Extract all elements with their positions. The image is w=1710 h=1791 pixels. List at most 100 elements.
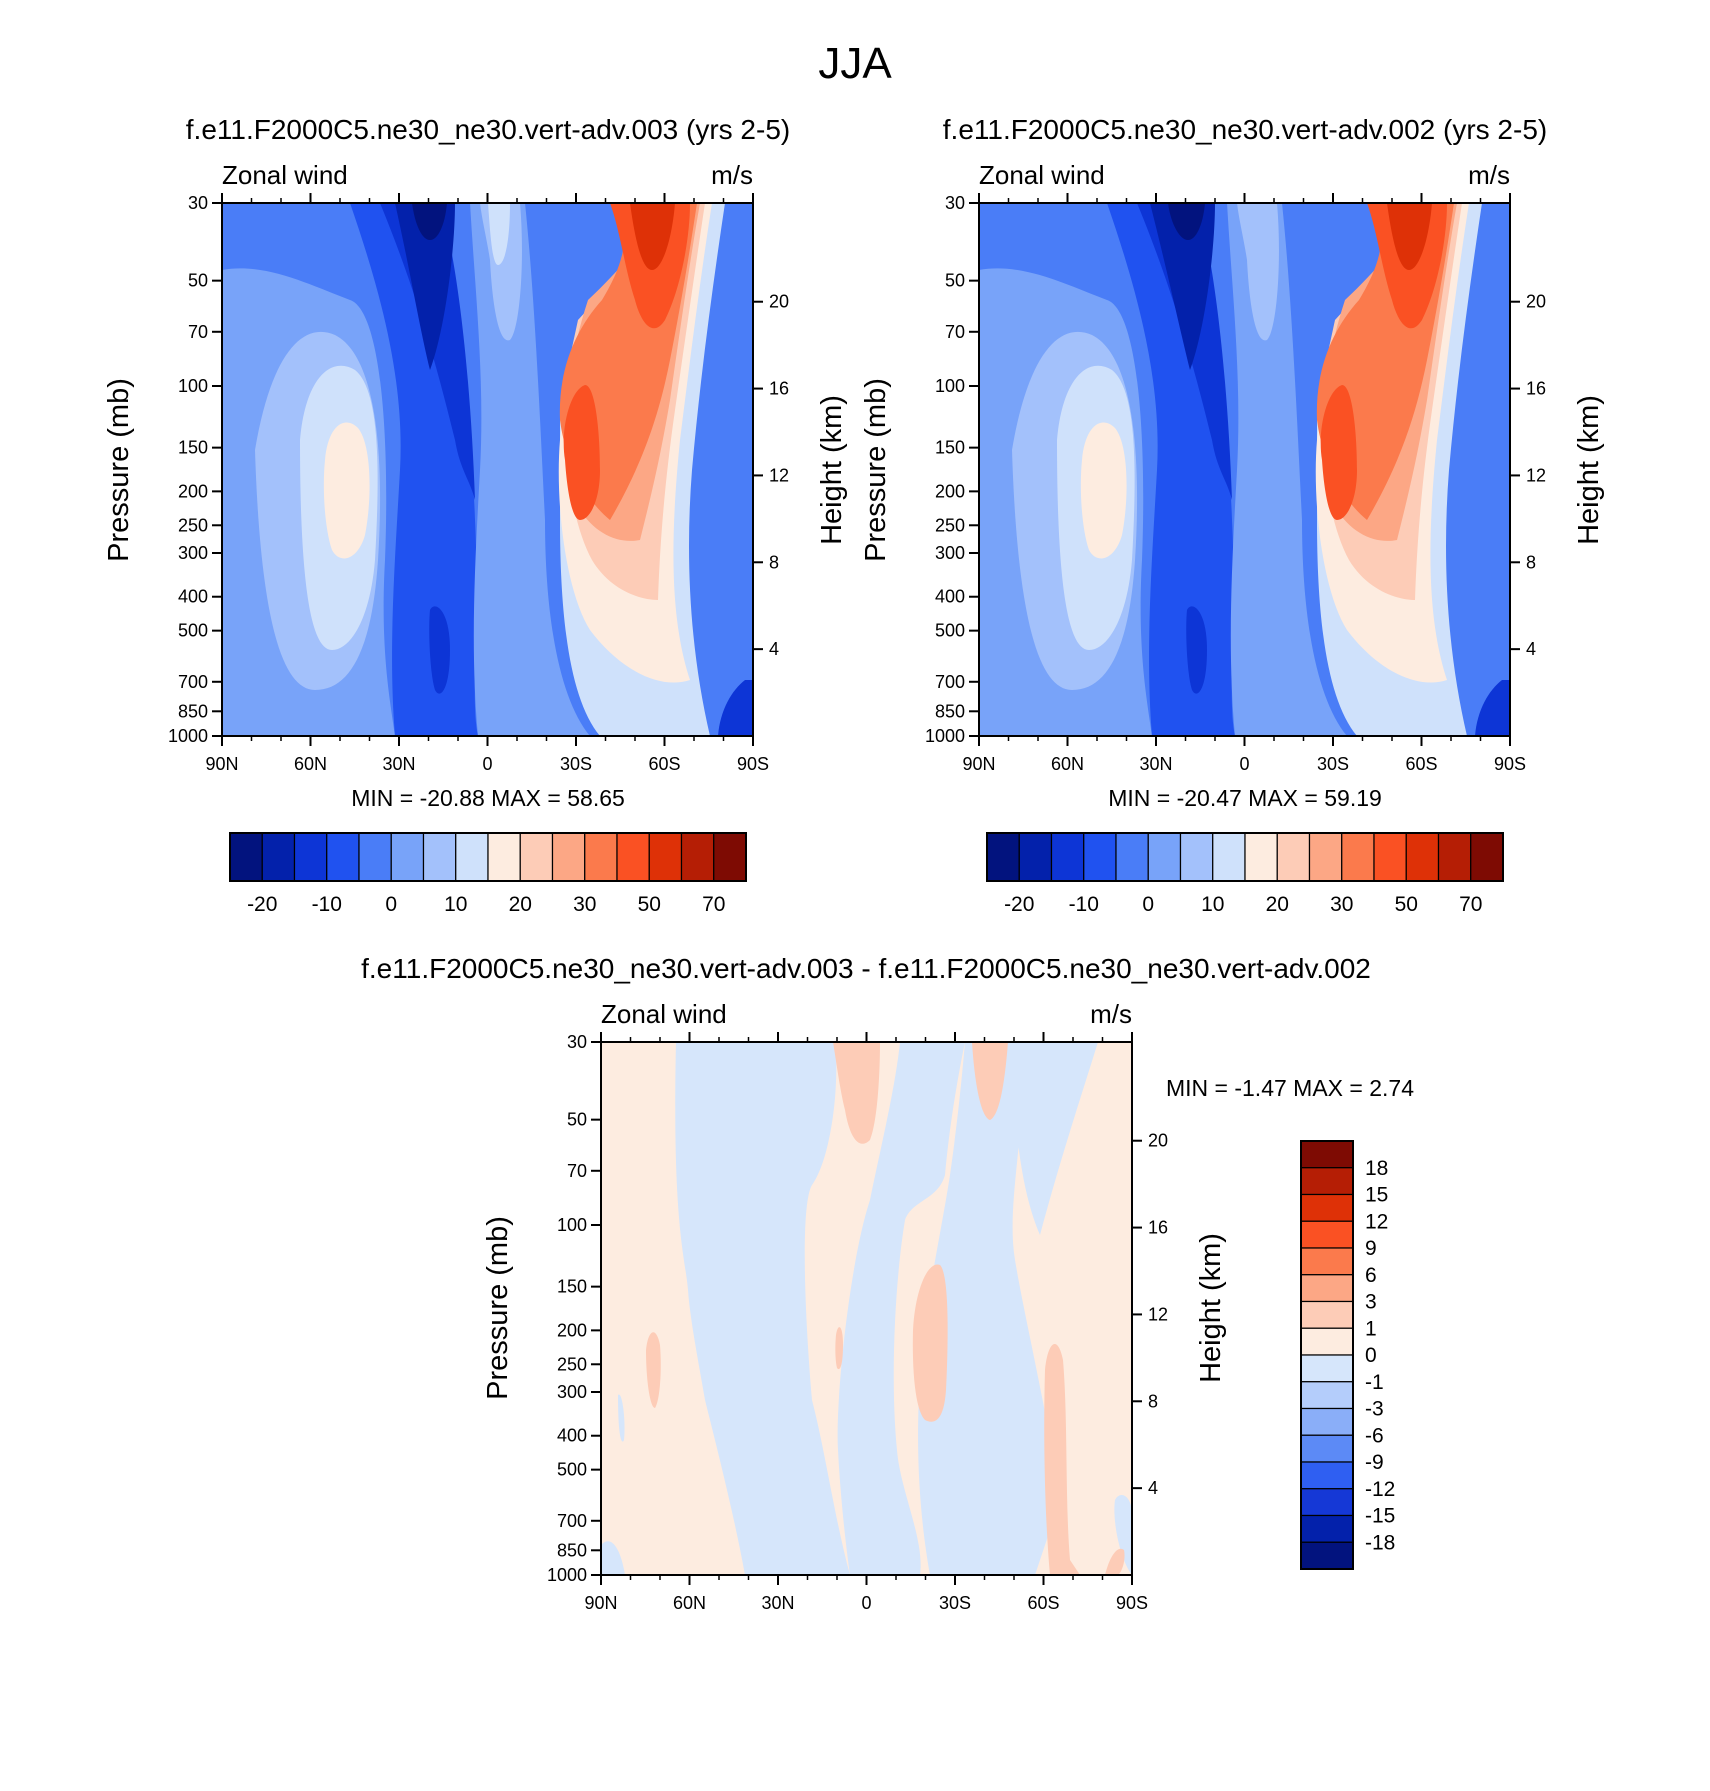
y-right-tick-label: 12	[1148, 1304, 1168, 1324]
panel-1-ylabel: Pressure (mb)	[103, 378, 135, 562]
panel-1: f.e11.F2000C5.ne30_ne30.vert-adv.003 (yr…	[103, 114, 848, 916]
colorbar-swatch	[1470, 832, 1504, 882]
y-tick-label: 700	[178, 672, 208, 692]
y-tick-label: 300	[178, 543, 208, 563]
y-tick-label: 700	[557, 1511, 587, 1531]
colorbar-label: -18	[1365, 1531, 1395, 1554]
y-tick-label: 500	[178, 621, 208, 641]
colorbar-label: 15	[1365, 1184, 1388, 1207]
colorbar-label: 12	[1365, 1210, 1388, 1233]
panel-1-field	[222, 203, 753, 736]
band-pos	[1105, 1548, 1125, 1575]
panel-1-minmax: MIN = -20.88 MAX = 58.65	[351, 785, 625, 811]
colorbar-swatch	[1018, 832, 1053, 882]
y-tick-label: 200	[935, 481, 965, 501]
panel-3-ylabel-right: Height (km)	[1195, 1233, 1227, 1383]
x-tick-label: 90S	[1116, 1593, 1148, 1613]
y-tick-label: 30	[188, 193, 208, 213]
band-pos	[323, 422, 370, 559]
colorbar-swatch	[1050, 832, 1085, 882]
colorbar-swatch	[1300, 1488, 1354, 1517]
colorbar-swatch	[358, 832, 392, 882]
colorbar-swatch	[1437, 832, 1472, 882]
y-right-tick-label: 20	[1148, 1131, 1168, 1151]
x-tick-label: 0	[1239, 754, 1249, 774]
y-tick-label: 850	[935, 701, 965, 721]
colorbar-label: 30	[1330, 893, 1353, 916]
y-right-tick-label: 12	[1526, 465, 1546, 485]
band-neg	[675, 1042, 850, 1575]
colorbar-label: 50	[1395, 893, 1418, 916]
colorbar-label: 30	[573, 893, 596, 916]
y-tick-label: 150	[935, 438, 965, 458]
y-tick-label: 1000	[547, 1565, 587, 1585]
panel-2-ylabel: Pressure (mb)	[860, 378, 892, 562]
panel-2: f.e11.F2000C5.ne30_ne30.vert-adv.002 (yr…	[860, 114, 1605, 916]
band-pos	[972, 1042, 1008, 1120]
colorbar-swatch	[1179, 832, 1214, 882]
colorbar-frame	[986, 832, 1504, 882]
colorbar-swatch	[1300, 1247, 1354, 1276]
y-tick-label: 50	[188, 271, 208, 291]
band-neg	[1010, 1042, 1098, 1235]
y-right-tick-label: 8	[1148, 1391, 1158, 1411]
band-pos	[480, 203, 522, 341]
y-right-tick-label: 8	[769, 552, 779, 572]
band-pos	[1044, 1343, 1080, 1575]
colorbar-label: -10	[312, 893, 342, 916]
colorbar-swatch	[1244, 832, 1278, 882]
colorbar-swatch	[390, 832, 425, 882]
panel-1-left-label: Zonal wind	[222, 160, 348, 190]
band-pos	[833, 1042, 880, 1144]
colorbar-label: 10	[444, 893, 467, 916]
colorbar-swatch	[551, 832, 586, 882]
x-tick-label: 60S	[648, 754, 680, 774]
colorbar-label: -6	[1365, 1424, 1384, 1447]
x-tick-label: 60N	[294, 754, 327, 774]
band-neg	[380, 203, 475, 500]
colorbar-swatch	[986, 832, 1020, 882]
panel-3-axes: 90N 60N 30N 0 30S 60S 90S 30 50 70 100 150 200 250 300…	[547, 1032, 1168, 1613]
panel-1-ylabel-right: Height (km)	[816, 395, 848, 545]
colorbar-label: 18	[1365, 1157, 1388, 1180]
colorbar-swatch	[1405, 832, 1440, 882]
y-tick-label: 50	[945, 271, 965, 291]
panel-3-title: f.e11.F2000C5.ne30_ne30.vert-adv.003 - f…	[361, 953, 1371, 984]
colorbar-swatch	[261, 832, 296, 882]
colorbar-swatch	[648, 832, 683, 882]
colorbar-swatch	[1276, 832, 1311, 882]
colorbar-frame	[229, 832, 747, 882]
band-neg	[618, 1394, 625, 1442]
colorbar-swatch	[1300, 1274, 1354, 1303]
colorbar-label: 50	[638, 893, 661, 916]
band-pos	[1320, 385, 1357, 520]
colorbar-label: 9	[1365, 1237, 1377, 1260]
colorbar-label: -10	[1069, 893, 1099, 916]
y-right-tick-label: 4	[1148, 1478, 1158, 1498]
x-tick-label: 90S	[737, 754, 769, 774]
y-tick-label: 1000	[925, 726, 965, 746]
colorbar-swatch	[616, 832, 650, 882]
colorbar-swatch	[1300, 1381, 1354, 1410]
colorbar-swatch	[487, 832, 521, 882]
x-tick-label: 30S	[939, 1593, 971, 1613]
y-right-tick-label: 16	[1526, 379, 1546, 399]
band-neg	[1475, 680, 1510, 736]
colorbar-swatch	[1373, 832, 1407, 882]
colorbar-swatch	[1300, 1220, 1354, 1249]
colorbar-swatch	[1300, 1140, 1354, 1169]
band-pos	[912, 1264, 948, 1422]
panel-1-title: f.e11.F2000C5.ne30_ne30.vert-adv.003 (yr…	[186, 114, 790, 145]
panel-2-left-label: Zonal wind	[979, 160, 1105, 190]
colorbar-swatch	[584, 832, 618, 882]
colorbar-swatch	[1300, 1300, 1354, 1329]
colorbar-swatch	[422, 832, 457, 882]
colorbar-label: 6	[1365, 1264, 1377, 1287]
band-neg	[601, 1541, 625, 1575]
band-neg	[837, 1042, 965, 1575]
x-tick-label: 90S	[1494, 754, 1526, 774]
band-pos	[646, 1332, 661, 1408]
colorbar-label: 0	[1365, 1344, 1377, 1367]
colorbar-swatch	[1300, 1434, 1354, 1463]
